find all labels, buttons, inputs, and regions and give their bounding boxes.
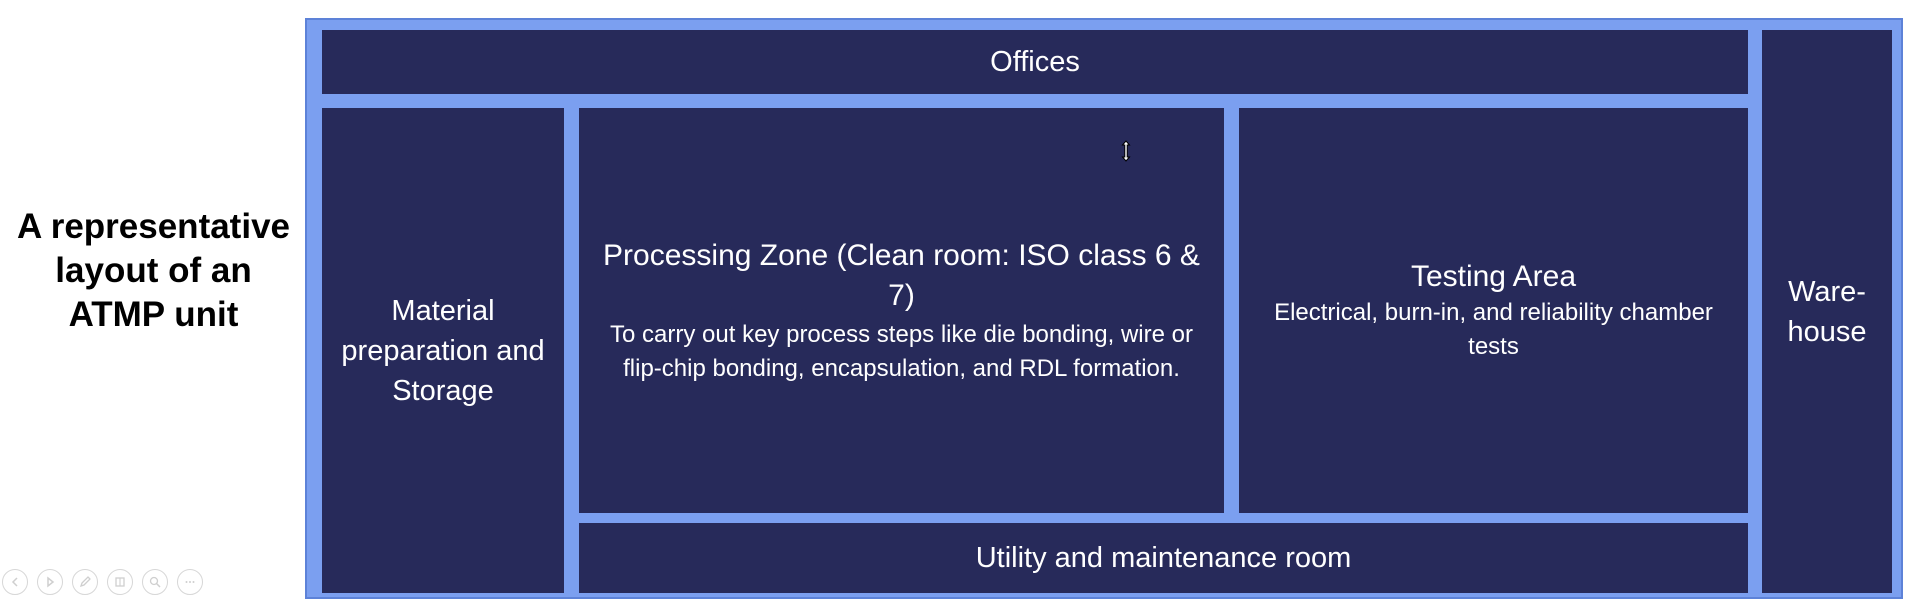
testing-area-title: Testing Area (1410, 259, 1577, 293)
warehouse-block: Ware- house (1762, 30, 1892, 593)
resize-cursor-icon (1121, 140, 1131, 162)
diagram-title: A representative layout of an ATMP unit (17, 207, 290, 334)
utility-maintenance-block: Utility and maintenance room (579, 523, 1748, 593)
processing-zone-description: To carry out key process steps like die … (610, 320, 1193, 382)
play-icon[interactable] (37, 569, 63, 595)
testing-area-description: Electrical, burn-in, and reliability cha… (1274, 298, 1713, 360)
processing-zone-block: Processing Zone (Clean room: ISO class 6… (579, 108, 1224, 513)
slideshow-controls (2, 569, 203, 595)
zoom-icon[interactable] (142, 569, 168, 595)
pen-icon[interactable] (72, 569, 98, 595)
testing-area-block: Testing Area Electrical, burn-in, and re… (1239, 108, 1748, 513)
offices-block: Offices (322, 30, 1748, 94)
more-icon[interactable] (177, 569, 203, 595)
material-storage-block: Material preparation and Storage (322, 108, 564, 593)
slides-icon[interactable] (107, 569, 133, 595)
previous-icon[interactable] (2, 569, 28, 595)
processing-zone-title: Processing Zone (Clean room: ISO class 6… (603, 238, 1200, 312)
layout-frame: Offices Material preparation and Storage… (305, 18, 1903, 599)
